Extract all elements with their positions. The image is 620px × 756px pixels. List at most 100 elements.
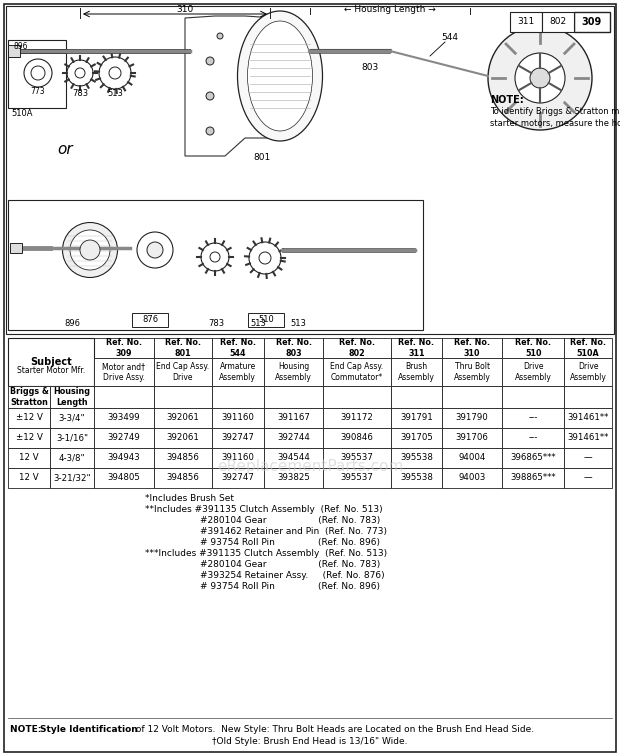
Bar [212, 428, 264, 448]
Text: eReplacementParts.com: eReplacementParts.com [217, 458, 403, 473]
Bar [324, 338, 391, 358]
Polygon shape [185, 16, 280, 156]
Bar [50, 386, 94, 408]
Text: 391790: 391790 [456, 414, 489, 423]
Bar [502, 408, 564, 428]
Text: Drive
Assembly: Drive Assembly [570, 362, 606, 382]
Bar [8, 408, 50, 428]
Text: 510: 510 [258, 315, 274, 324]
Text: End Cap Assy.
Commutator*: End Cap Assy. Commutator* [330, 362, 384, 382]
Bar [502, 386, 564, 408]
Bar [154, 408, 212, 428]
Bar [8, 468, 50, 488]
Text: End Cap Assy.
Drive: End Cap Assy. Drive [156, 362, 210, 382]
Text: #391462 Retainer and Pin  (Ref. No. 773): #391462 Retainer and Pin (Ref. No. 773) [200, 527, 387, 536]
Text: NOTE:: NOTE: [490, 95, 524, 105]
Text: 3-21/32": 3-21/32" [53, 473, 91, 482]
Text: 393499: 393499 [107, 414, 140, 423]
Bar [564, 338, 612, 358]
Circle shape [488, 26, 592, 130]
Text: 513: 513 [290, 320, 306, 329]
Circle shape [31, 66, 45, 80]
Bar [564, 386, 612, 408]
Bar [8, 386, 50, 408]
Circle shape [109, 67, 121, 79]
Text: 394544: 394544 [277, 454, 310, 463]
Bar [154, 338, 212, 358]
Bar [502, 448, 564, 468]
Text: 394856: 394856 [166, 454, 199, 463]
Text: #393254 Retainer Assy.     (Ref. No. 876): #393254 Retainer Assy. (Ref. No. 876) [200, 571, 384, 580]
Text: Ref. No.
309: Ref. No. 309 [106, 338, 142, 358]
Bar [542, 12, 574, 32]
Ellipse shape [247, 21, 312, 131]
Text: ***Includes #391135 Clutch Assembly  (Ref. No. 513): ***Includes #391135 Clutch Assembly (Ref… [145, 549, 387, 558]
Bar [264, 338, 324, 358]
Text: #280104 Gear                  (Ref. No. 783): #280104 Gear (Ref. No. 783) [200, 560, 380, 569]
Bar [154, 358, 212, 386]
Text: 391160: 391160 [221, 414, 254, 423]
Bar [264, 358, 324, 386]
Text: 802: 802 [549, 17, 567, 26]
Text: Ref. No.
311: Ref. No. 311 [399, 338, 435, 358]
Text: Ref. No.
803: Ref. No. 803 [275, 338, 312, 358]
Text: 12 V: 12 V [19, 454, 39, 463]
Text: 513: 513 [107, 89, 123, 98]
Bar [442, 358, 502, 386]
Bar [564, 428, 612, 448]
Bar [264, 408, 324, 428]
Bar [564, 448, 612, 468]
Text: 394856: 394856 [166, 473, 199, 482]
Text: Motor and†
Drive Assy.: Motor and† Drive Assy. [102, 362, 145, 382]
Circle shape [24, 59, 52, 87]
Text: 395538: 395538 [400, 454, 433, 463]
Bar [324, 386, 391, 408]
Bar [94, 358, 154, 386]
Text: 3-3/4": 3-3/4" [59, 414, 86, 423]
Text: 391172: 391172 [340, 414, 373, 423]
Bar [442, 408, 502, 428]
Text: ±12 V: ±12 V [16, 414, 43, 423]
Text: NOTE:: NOTE: [10, 726, 48, 735]
Text: 3-1/16": 3-1/16" [56, 433, 88, 442]
Circle shape [259, 252, 271, 264]
Bar [442, 468, 502, 488]
Text: 876: 876 [142, 315, 158, 324]
Text: 94004: 94004 [458, 454, 485, 463]
Bar [324, 408, 391, 428]
Text: 394805: 394805 [107, 473, 140, 482]
Circle shape [515, 53, 565, 103]
Bar [391, 386, 442, 408]
Circle shape [249, 242, 281, 274]
Text: 310: 310 [176, 5, 193, 14]
Text: or: or [57, 142, 73, 157]
Bar [391, 358, 442, 386]
Bar [50, 428, 94, 448]
Text: ±12 V: ±12 V [16, 433, 43, 442]
Text: Ref. No.
510A: Ref. No. 510A [570, 338, 606, 358]
Bar [212, 386, 264, 408]
Text: Subject: Subject [30, 357, 72, 367]
Circle shape [530, 68, 550, 88]
Text: 392747: 392747 [221, 433, 254, 442]
Bar [10, 243, 22, 253]
Bar [564, 468, 612, 488]
Ellipse shape [63, 222, 118, 277]
Text: 396865***: 396865*** [510, 454, 556, 463]
Bar [132, 313, 168, 327]
Bar [442, 338, 502, 358]
Circle shape [206, 57, 214, 65]
Text: 392747: 392747 [221, 473, 254, 482]
Bar [324, 428, 391, 448]
Bar [248, 313, 284, 327]
Text: starter motors, measure the housing length.: starter motors, measure the housing leng… [490, 119, 620, 128]
Bar [442, 448, 502, 468]
Bar [510, 12, 542, 32]
Bar [391, 338, 442, 358]
Text: —: — [584, 473, 593, 482]
Bar [264, 448, 324, 468]
Text: 395537: 395537 [340, 473, 373, 482]
Bar [94, 468, 154, 488]
Text: 391461**: 391461** [567, 414, 609, 423]
Text: Style Identification: Style Identification [40, 726, 138, 735]
